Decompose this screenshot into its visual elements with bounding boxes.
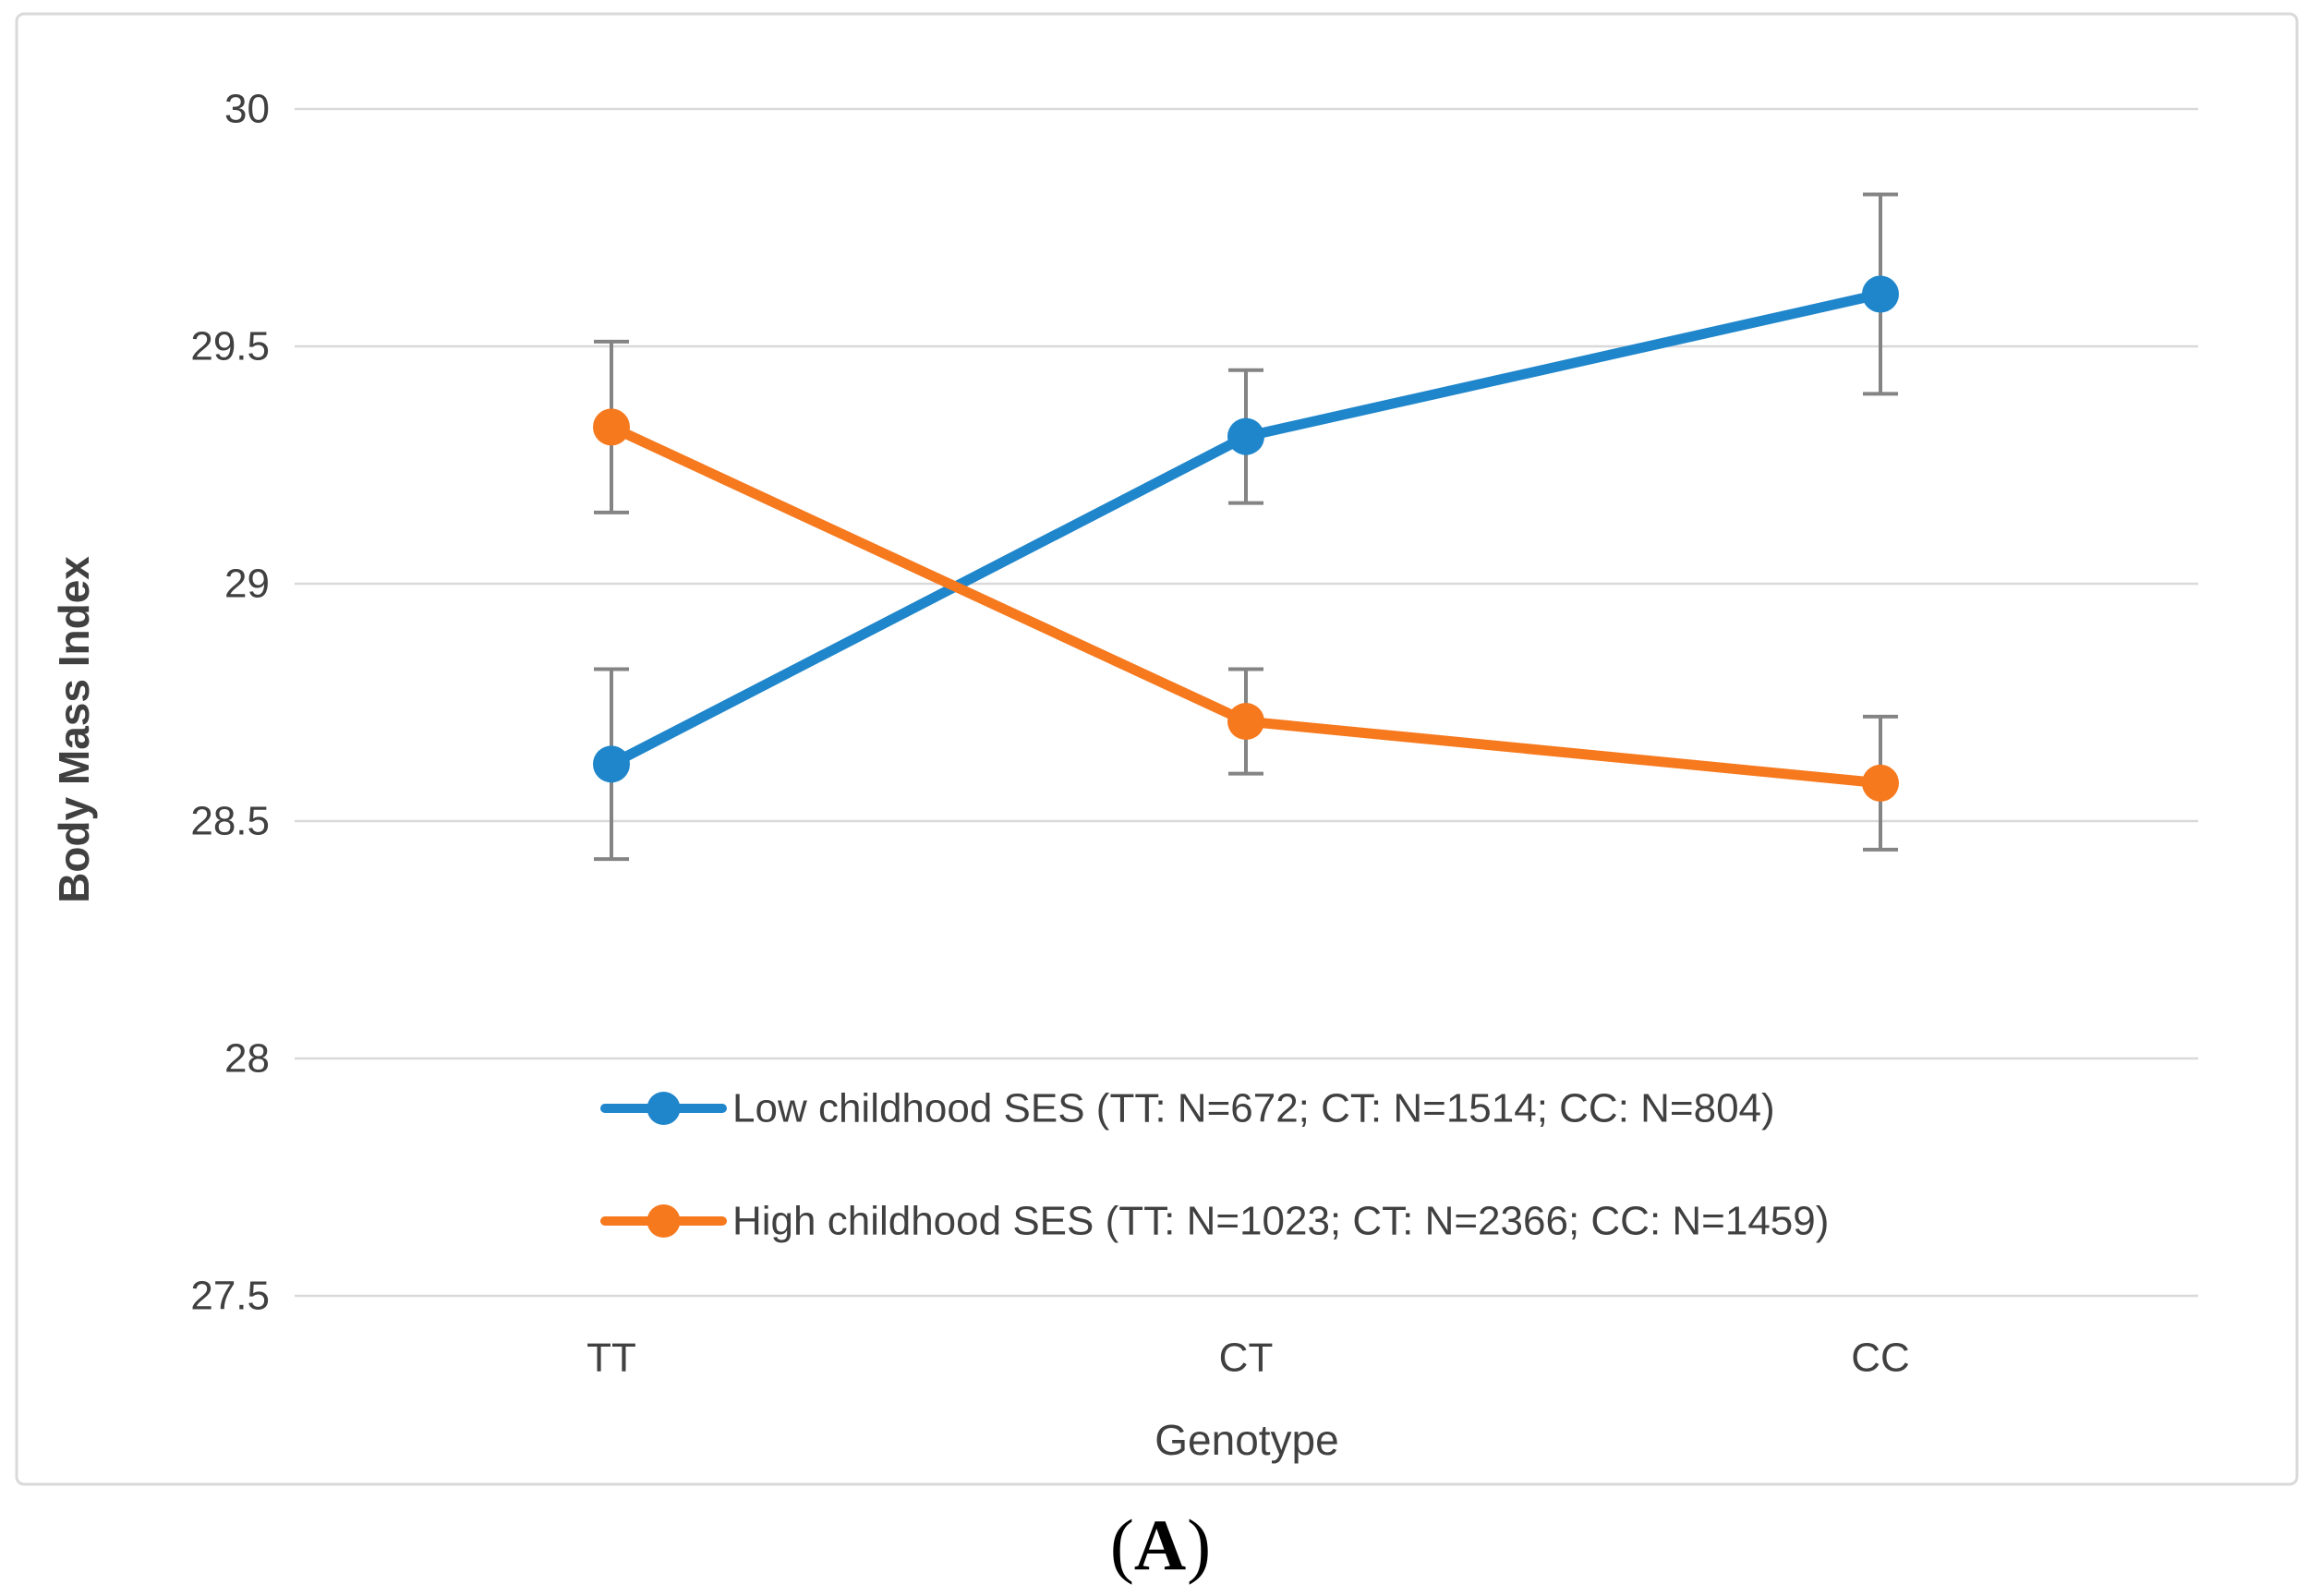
caption-letter: A xyxy=(1133,1505,1188,1585)
y-tick-label-27.5: 27.5 xyxy=(190,1274,270,1319)
marker-high-ses-CT xyxy=(1227,703,1264,741)
y-axis-title: Body Mass Index xyxy=(50,556,98,903)
x-tick-label-CT: CT xyxy=(1219,1336,1274,1381)
marker-low-ses-CC xyxy=(1862,275,1899,313)
y-tick-label-30: 30 xyxy=(224,87,270,132)
legend-label-low-ses: Low childhood SES (TT: N=672; CT: N=1514… xyxy=(732,1086,1775,1131)
x-axis-title: Genotype xyxy=(1154,1416,1338,1464)
marker-high-ses-CC xyxy=(1862,764,1899,802)
legend-marker-low-ses xyxy=(647,1092,681,1125)
y-tick-label-28.5: 28.5 xyxy=(190,799,270,844)
legend-label-high-ses: High childhood SES (TT: N=1023; CT: N=23… xyxy=(732,1199,1829,1244)
x-tick-label-CC: CC xyxy=(1851,1336,1910,1381)
x-tick-label-TT: TT xyxy=(586,1336,636,1381)
legend-marker-high-ses xyxy=(647,1204,681,1238)
caption-open-paren: ( xyxy=(1109,1505,1134,1585)
y-tick-label-28: 28 xyxy=(224,1036,270,1082)
marker-high-ses-TT xyxy=(593,408,630,446)
marker-low-ses-CT xyxy=(1227,417,1264,455)
marker-low-ses-TT xyxy=(593,745,630,783)
figure-caption: (A) xyxy=(0,1504,2321,1587)
caption-close-paren: ) xyxy=(1187,1505,1212,1585)
y-tick-label-29: 29 xyxy=(224,562,270,607)
y-tick-label-29.5: 29.5 xyxy=(190,324,270,369)
figure-border xyxy=(15,12,2299,1486)
